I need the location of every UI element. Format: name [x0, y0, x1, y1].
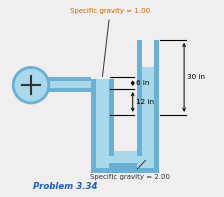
Text: Problem 3.34: Problem 3.34 [33, 182, 98, 191]
Bar [96, 122, 109, 156]
Bar [137, 40, 142, 156]
Bar [155, 153, 159, 168]
Text: 30 in: 30 in [187, 74, 205, 80]
Text: 12 in: 12 in [136, 99, 154, 105]
Text: Specific gravity = 1.00: Specific gravity = 1.00 [70, 8, 150, 76]
Bar [109, 163, 137, 168]
Bar [91, 153, 96, 168]
Bar [142, 67, 155, 122]
Bar [91, 168, 159, 173]
Circle shape [13, 67, 49, 103]
Bar [47, 81, 91, 89]
Bar [96, 79, 109, 122]
Bar [96, 151, 155, 168]
Bar [142, 122, 155, 156]
Text: Specific gravity = 2.00: Specific gravity = 2.00 [90, 160, 170, 180]
Bar [47, 88, 91, 92]
Bar [91, 79, 96, 156]
Bar [109, 79, 114, 156]
Text: 6 in: 6 in [136, 80, 149, 86]
Bar [155, 40, 159, 156]
Bar [47, 77, 91, 81]
